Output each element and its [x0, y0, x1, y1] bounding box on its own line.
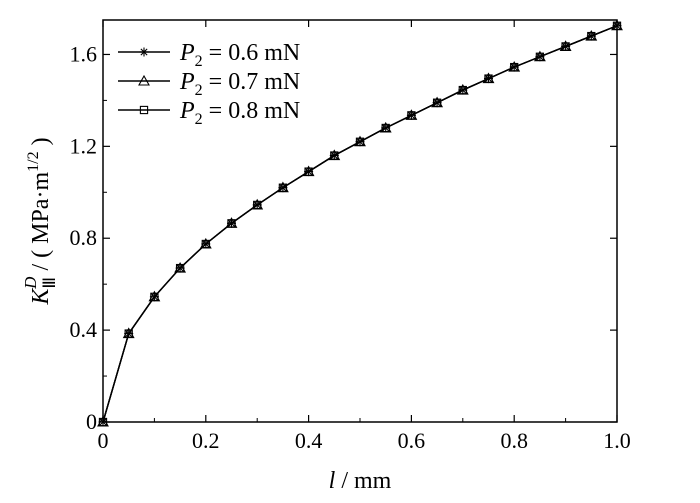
y-axis-unit-sup: 1/2	[25, 151, 42, 171]
x-tick-label: 0.2	[192, 428, 220, 453]
data-point	[484, 74, 493, 83]
legend-rest: = 0.6 mN	[203, 40, 301, 66]
y-tick-label: 1.6	[70, 41, 98, 66]
data-point	[227, 219, 236, 228]
x-tick-label: 1.0	[603, 428, 631, 453]
data-point	[587, 31, 596, 41]
legend-rest: = 0.8 mN	[203, 98, 301, 124]
y-tick-label: 0	[86, 409, 97, 434]
x-tick-label: 0.4	[295, 428, 323, 453]
data-point	[175, 263, 185, 273]
data-point	[253, 200, 262, 210]
series-2	[97, 19, 623, 427]
legend-rest: = 0.7 mN	[203, 69, 301, 95]
legend-var: P	[179, 98, 195, 124]
data-point	[561, 42, 570, 51]
x-axis-title: l / mm	[329, 468, 392, 494]
y-axis-symbol: K	[28, 287, 54, 306]
x-tick-label: 0	[98, 428, 109, 453]
legend-marker	[139, 47, 149, 57]
data-point	[355, 137, 365, 146]
legend-label: P2 = 0.8 mN	[179, 98, 300, 128]
legend-label: P2 = 0.6 mN	[179, 40, 300, 70]
legend-sub: 2	[195, 111, 203, 128]
y-axis-sup: D	[21, 276, 40, 290]
data-point	[381, 123, 390, 133]
x-tick-label: 0.6	[398, 428, 426, 453]
data-point	[432, 98, 442, 107]
x-axis-unit: mm	[354, 468, 392, 494]
y-axis-close: )	[28, 137, 54, 151]
legend-marker	[138, 74, 150, 86]
series-1	[98, 21, 622, 427]
y-axis-sub: Ⅲ	[40, 277, 59, 289]
data-point	[201, 239, 210, 249]
x-axis-var: l	[329, 468, 336, 494]
data-point	[150, 292, 159, 301]
data-point	[458, 85, 467, 95]
y-axis-unit: MPa·m	[28, 172, 54, 244]
y-tick-label: 1.2	[70, 133, 98, 158]
legend-marker	[139, 105, 149, 115]
legend-var: P	[179, 40, 195, 66]
y-axis-sep: / (	[28, 244, 54, 277]
data-point	[98, 417, 108, 427]
data-point	[278, 183, 288, 192]
legend-label: P2 = 0.7 mN	[179, 69, 300, 99]
y-tick-label: 0.4	[70, 317, 98, 342]
data-point	[510, 62, 519, 72]
data-point	[612, 21, 622, 30]
legend-sub: 2	[195, 53, 203, 70]
series-3	[98, 21, 622, 427]
x-axis-sep: /	[335, 468, 354, 494]
data-point	[330, 151, 339, 160]
legend-entry-3: P2 = 0.8 mN	[118, 98, 300, 128]
series-line	[102, 25, 618, 423]
y-tick-label: 0.8	[70, 225, 98, 250]
data-point	[124, 329, 133, 338]
legend-entry-1: P2 = 0.6 mN	[118, 40, 300, 70]
legend-sub: 2	[195, 82, 203, 99]
data-point	[535, 52, 545, 61]
x-tick-label: 0.8	[500, 428, 528, 453]
data-point	[407, 111, 416, 120]
data-point	[304, 167, 313, 176]
y-axis-title: KⅢD / ( MPa·m1/2 )	[21, 137, 59, 305]
legend-var: P	[179, 69, 195, 95]
legend-entry-2: P2 = 0.7 mN	[118, 69, 300, 99]
